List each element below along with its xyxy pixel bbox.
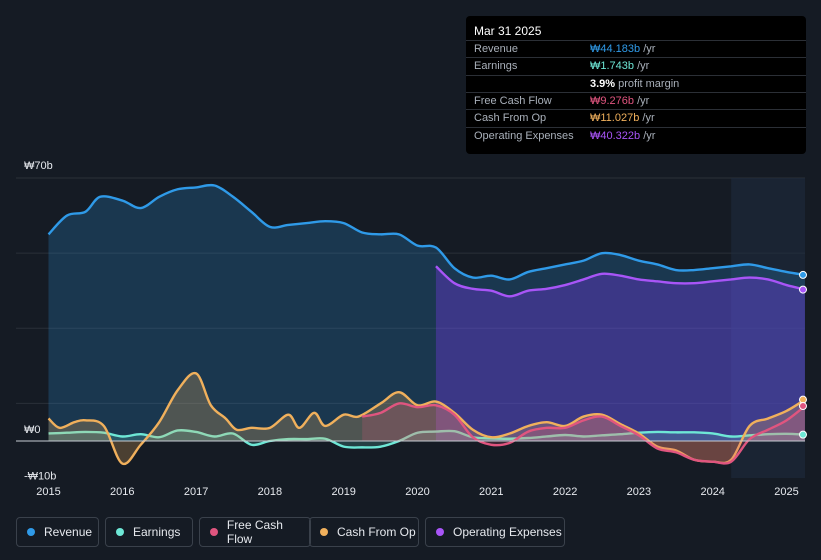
tooltip-row-label: Earnings — [474, 60, 518, 73]
tooltip-row-label: Operating Expenses — [474, 129, 574, 142]
earnings-line — [48, 429, 805, 449]
x-axis-label: 2023 — [627, 486, 651, 498]
operating-expenses-area — [435, 266, 805, 441]
y-axis-label: ₩0 — [24, 424, 41, 436]
cash-from-op-area — [48, 373, 805, 464]
tooltip-row: Free Cash Flow ₩9.276b /yr — [466, 91, 806, 110]
legend-dot — [116, 528, 124, 536]
tooltip-row-value: ₩11.027b /yr — [590, 112, 655, 125]
earnings-end-marker — [799, 430, 807, 439]
tooltip-row-value: ₩9.276b /yr — [590, 94, 650, 107]
tooltip-row: 3.9% profit margin — [466, 74, 806, 93]
tooltip-row-label: Cash From Op — [474, 112, 547, 125]
y-axis-label: ₩70b — [24, 160, 53, 172]
y-axis-labels: ₩70b ₩0 -₩10b — [24, 160, 56, 483]
x-axis-label: 2025 — [774, 486, 798, 498]
x-axis-label: 2017 — [184, 486, 208, 498]
legend-dot — [320, 528, 328, 536]
cash-from-op-line — [47, 371, 806, 466]
legend-item-cash-from-op[interactable]: Cash From Op — [309, 517, 419, 547]
tooltip-row: Cash From Op ₩11.027b /yr — [466, 109, 806, 127]
legend-label: Cash From Op — [337, 525, 416, 539]
legend-item-earnings[interactable]: Earnings — [105, 517, 193, 547]
x-axis-label: 2024 — [700, 486, 724, 498]
revenue-end-marker — [799, 270, 807, 279]
free-cash-flow-line — [361, 402, 806, 465]
legend-label: Free Cash Flow — [226, 518, 283, 546]
x-axis-label: 2021 — [479, 486, 503, 498]
tooltip-row-value: 3.9% profit margin — [590, 77, 680, 90]
end-markers — [799, 270, 807, 439]
tooltip: Mar 31 2025 Revenue ₩44.183b /yr Earnings ₩… — [466, 16, 806, 154]
operating-expenses-end-marker — [799, 285, 807, 294]
legend-label: Revenue — [44, 525, 93, 539]
y-axis-label: -₩10b — [24, 471, 56, 483]
x-axis-label: 2019 — [331, 486, 355, 498]
free-cash-flow-end-marker — [799, 402, 807, 411]
x-axis-label: 2018 — [258, 486, 282, 498]
forecast-region — [731, 178, 805, 478]
legend-dot — [210, 528, 218, 536]
earnings-area — [48, 430, 805, 448]
tooltip-row-label: Free Cash Flow — [474, 94, 552, 107]
plot-area — [47, 183, 806, 466]
legend-label: Operating Expenses — [453, 525, 562, 539]
operating-expenses-line — [435, 265, 806, 298]
free-cash-flow-area — [362, 403, 805, 464]
legend-dot — [436, 528, 444, 536]
tooltip-row-value: ₩1.743b /yr — [590, 60, 650, 73]
tooltip-row-label: Revenue — [474, 43, 519, 55]
legend-item-free-cash-flow[interactable]: Free Cash Flow — [199, 517, 311, 547]
x-axis-label: 2020 — [405, 486, 429, 498]
tooltip-row-value: ₩40.322b /yr — [590, 129, 656, 142]
legend-item-revenue[interactable]: Revenue — [16, 517, 99, 547]
legend-dot — [27, 528, 35, 536]
x-axis-label: 2015 — [36, 486, 60, 498]
gridlines — [16, 177, 805, 404]
revenue-line — [47, 183, 806, 281]
tooltip-row: Operating Expenses ₩40.322b /yr — [466, 126, 806, 145]
tooltip-date: Mar 31 2025 — [474, 24, 542, 38]
revenue-area — [48, 185, 805, 441]
x-axis-label: 2022 — [553, 486, 577, 498]
tooltip-row-value: ₩44.183b /yr — [590, 43, 656, 55]
tooltip-row: Earnings ₩1.743b /yr — [466, 57, 806, 75]
tooltip-row: Revenue ₩44.183b /yr — [466, 40, 806, 58]
x-axis-label: 2016 — [110, 486, 134, 498]
legend-label: Earnings — [133, 525, 181, 539]
x-axis-labels: 2015 2016 2017 2018 2019 2020 2021 2022 2023 2024… — [36, 486, 798, 498]
legend-item-operating-expenses[interactable]: Operating Expenses — [425, 517, 565, 547]
